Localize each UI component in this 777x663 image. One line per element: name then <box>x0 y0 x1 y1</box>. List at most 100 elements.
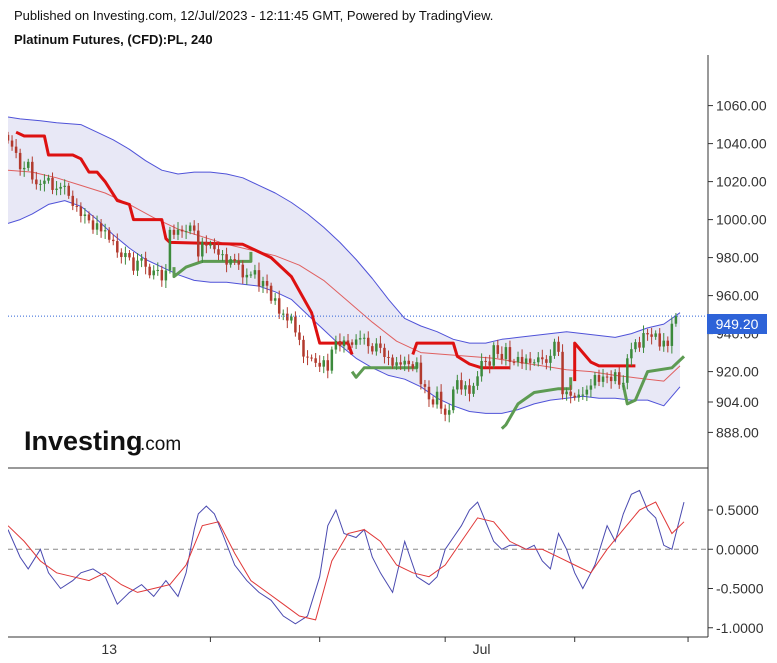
candle-body <box>569 391 572 396</box>
candle-body <box>423 384 427 387</box>
time-tick-label: 13 <box>101 641 117 657</box>
price-tick-label: 1040.00 <box>716 136 767 152</box>
candle-body <box>213 243 216 250</box>
candle-body <box>431 399 435 405</box>
candle-body <box>269 285 273 301</box>
candle-body <box>132 257 135 271</box>
candle-body <box>31 161 34 180</box>
candle-body <box>257 270 261 287</box>
candle-body <box>634 342 637 350</box>
candle-body <box>371 346 374 352</box>
candle-body <box>674 316 678 324</box>
candle-body <box>326 360 330 371</box>
candle-body <box>310 357 313 359</box>
candle-body <box>488 361 491 366</box>
candle-body <box>306 356 309 358</box>
oscillator-fast-line <box>8 489 685 625</box>
candle-body <box>626 358 629 383</box>
candle-body <box>646 333 649 335</box>
candle-body <box>14 146 18 153</box>
candle-body <box>124 253 127 258</box>
candle-body <box>358 338 362 340</box>
candle-body <box>51 177 54 190</box>
price-tick-label: 920.00 <box>716 364 759 380</box>
candle-body <box>99 223 103 232</box>
candle-body <box>654 333 657 337</box>
bollinger-upper-line <box>8 116 681 344</box>
supertrend-up-segment-9 <box>621 355 686 406</box>
candle-body <box>411 364 415 369</box>
candle-body <box>196 230 200 257</box>
candle-body <box>565 391 568 395</box>
last-price-tag-bg <box>707 314 767 334</box>
candle-body <box>545 359 548 363</box>
candle-body <box>464 385 467 390</box>
candle-body <box>26 161 30 168</box>
price-axis[interactable]: 1060.00 1040.00 1020.00 1000.00 980.00 960.00… <box>708 98 767 441</box>
candle-body <box>209 243 212 246</box>
candle-body <box>91 220 95 230</box>
oscillator-tick-label: -1.0000 <box>716 620 764 636</box>
candle-body <box>164 270 168 281</box>
candle-body <box>480 360 483 377</box>
candle-body <box>103 230 107 232</box>
candle-body <box>67 185 70 196</box>
candle-body <box>585 389 589 395</box>
oscillator-signal-line <box>8 501 685 621</box>
candle-body <box>35 179 38 185</box>
price-tick-label: 980.00 <box>716 250 759 266</box>
candle-body <box>439 391 443 409</box>
supertrend-down-segment-5 <box>573 341 636 382</box>
candle-body <box>79 206 83 216</box>
candle-body <box>233 259 236 261</box>
time-tick-label: Jul <box>473 641 491 657</box>
candle-body <box>277 298 281 314</box>
candle-body <box>622 382 625 385</box>
candle-body <box>47 177 50 181</box>
candle-body <box>492 345 496 366</box>
candle-body <box>302 339 305 357</box>
time-axis[interactable]: 13 Jul <box>101 637 689 657</box>
candle-body <box>537 357 540 363</box>
candle-body <box>184 231 188 233</box>
candle-body <box>330 349 334 371</box>
candle-body <box>116 241 119 253</box>
price-tick-label: 960.00 <box>716 288 759 304</box>
candle-body <box>237 260 240 265</box>
candle-body <box>354 339 358 345</box>
candle-body <box>245 274 249 278</box>
candle-body <box>192 225 196 231</box>
candle-body <box>557 341 560 352</box>
oscillator-axis[interactable]: 0.5000 0.0000 -0.5000 -1.0000 <box>708 502 764 636</box>
candle-body <box>59 186 62 189</box>
price-tick-label: 1000.00 <box>716 212 767 228</box>
candle-body <box>205 241 208 246</box>
candle-body <box>144 258 147 267</box>
candle-body <box>508 347 512 362</box>
candle-body <box>273 298 277 301</box>
supertrend-down-segment-3 <box>15 130 354 356</box>
candle-body <box>128 253 131 258</box>
candle-body <box>350 342 354 345</box>
candle-body <box>468 385 471 394</box>
candle-body <box>387 356 390 358</box>
candles <box>8 131 678 423</box>
candle-body <box>120 252 123 258</box>
candle-body <box>617 372 621 385</box>
candle-body <box>43 180 46 184</box>
candle-body <box>573 395 576 398</box>
oscillator-tick-label: 0.5000 <box>716 502 759 518</box>
supertrend-up-segment-6 <box>172 251 253 279</box>
candle-body <box>338 341 342 347</box>
candle-body <box>314 358 317 363</box>
bollinger-band-fill <box>8 117 680 414</box>
logo-wordmark: Investing <box>24 426 143 456</box>
candle-body <box>581 394 585 396</box>
candle-body <box>662 340 666 347</box>
candle-body <box>8 134 10 141</box>
candle-body <box>541 357 544 360</box>
candle-body <box>452 389 455 411</box>
candle-body <box>87 214 91 221</box>
candle-body <box>561 351 564 395</box>
